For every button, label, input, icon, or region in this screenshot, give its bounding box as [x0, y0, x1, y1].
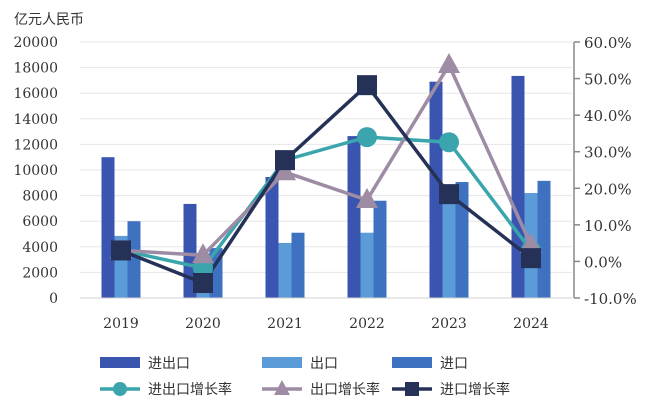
left-tick-label: 6000	[22, 214, 58, 230]
left-tick-label: 8000	[22, 189, 58, 205]
legend-marker	[113, 382, 127, 396]
point-进口增长率	[439, 184, 459, 205]
right-tick-label: -10.0%	[584, 290, 637, 308]
legend-swatch	[392, 357, 432, 368]
left-tick-label: 18000	[13, 61, 58, 77]
right-tick-label: 20.0%	[584, 180, 632, 198]
lines	[110, 53, 542, 294]
grid	[80, 41, 572, 273]
left-unit-label: 亿元人民币	[14, 12, 84, 28]
line-进口增长率	[120, 82, 533, 286]
bar-进口	[537, 180, 551, 298]
bar-进出口	[265, 177, 279, 298]
legend-label: 进口	[440, 356, 468, 372]
left-tick-label: 20000	[13, 35, 58, 51]
legend-swatch	[262, 357, 302, 368]
bar-出口	[278, 242, 292, 298]
bar-进出口	[347, 136, 361, 298]
point-出口增长率	[438, 53, 460, 74]
axes: 0 2000 4000 6000 8000 10000 12000 14000 16000 180…	[13, 34, 636, 332]
point-进口增长率	[193, 273, 213, 294]
legend-marker	[274, 380, 290, 395]
bar-进出口	[511, 75, 525, 298]
left-tick-label: 2000	[22, 265, 58, 281]
line-出口增长率	[120, 61, 533, 258]
x-tick-label: 2023	[431, 316, 467, 332]
point-进口增长率	[521, 248, 541, 269]
right-tick-label: 60.0%	[584, 34, 632, 52]
legend-label: 出口	[310, 356, 338, 372]
point-进口增长率	[111, 240, 131, 261]
bar-进口	[127, 221, 141, 298]
left-tick-label: 12000	[13, 137, 58, 153]
bar-出口	[360, 232, 374, 298]
line-进出口增长率	[120, 135, 533, 270]
point-进口增长率	[275, 150, 295, 171]
point-出口增长率	[192, 243, 214, 264]
bar-进口	[455, 182, 469, 298]
legend-label: 进口增长率	[440, 381, 510, 398]
left-tick-label: 0	[49, 291, 58, 307]
left-tick-label: 4000	[22, 240, 58, 256]
bar-进出口	[429, 81, 443, 299]
point-出口增长率	[274, 160, 296, 181]
bar-进出口	[101, 157, 115, 298]
legend-swatch	[100, 357, 140, 368]
legend-label: 出口增长率	[310, 381, 380, 398]
left-tick-label: 10000	[13, 163, 58, 179]
point-进出口增长率	[357, 127, 377, 148]
right-tick-label: 30.0%	[584, 144, 632, 162]
x-tick-label: 2019	[103, 316, 139, 332]
legend-label: 进出口	[148, 356, 190, 372]
point-进出口增长率	[439, 132, 459, 153]
bar-进口	[373, 200, 387, 298]
point-出口增长率	[520, 232, 542, 253]
right-tick-label: 10.0%	[584, 217, 632, 235]
left-tick-label: 14000	[13, 112, 58, 128]
right-tick-label: 0.0%	[584, 253, 622, 271]
right-tick-label: 50.0%	[584, 71, 632, 89]
x-tick-label: 2022	[349, 316, 385, 332]
bar-进口	[291, 232, 305, 298]
legend-marker	[405, 382, 419, 396]
bar-出口	[442, 200, 456, 298]
legend-label: 进出口增长率	[148, 381, 232, 398]
right-tick-label: 40.0%	[584, 107, 632, 125]
point-出口增长率	[356, 187, 378, 208]
x-tick-label: 2024	[513, 316, 549, 332]
x-tick-label: 2021	[267, 316, 303, 332]
left-tick-label: 16000	[13, 86, 58, 102]
x-tick-label: 2020	[185, 316, 221, 332]
point-进口增长率	[357, 75, 377, 96]
